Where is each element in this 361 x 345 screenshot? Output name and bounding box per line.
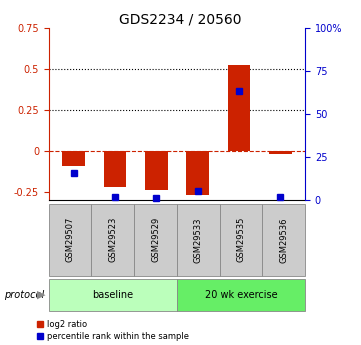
Text: GSM29507: GSM29507 [66, 217, 75, 263]
Text: GSM29533: GSM29533 [194, 217, 203, 263]
Text: protocol: protocol [4, 290, 44, 300]
Bar [104, 151, 126, 187]
Text: ▶: ▶ [37, 290, 46, 300]
Text: GSM29529: GSM29529 [151, 217, 160, 263]
Bar [227, 66, 250, 151]
Text: GSM29536: GSM29536 [279, 217, 288, 263]
Bar [145, 151, 168, 190]
Bar [186, 151, 209, 195]
Bar [269, 151, 292, 154]
Text: GSM29535: GSM29535 [236, 217, 245, 263]
Legend: log2 ratio, percentile rank within the sample: log2 ratio, percentile rank within the s… [37, 321, 189, 341]
Text: baseline: baseline [92, 290, 133, 300]
Text: GSM29523: GSM29523 [108, 217, 117, 263]
Text: 20 wk exercise: 20 wk exercise [205, 290, 277, 300]
Text: GDS2234 / 20560: GDS2234 / 20560 [119, 12, 242, 26]
Bar [62, 151, 85, 166]
